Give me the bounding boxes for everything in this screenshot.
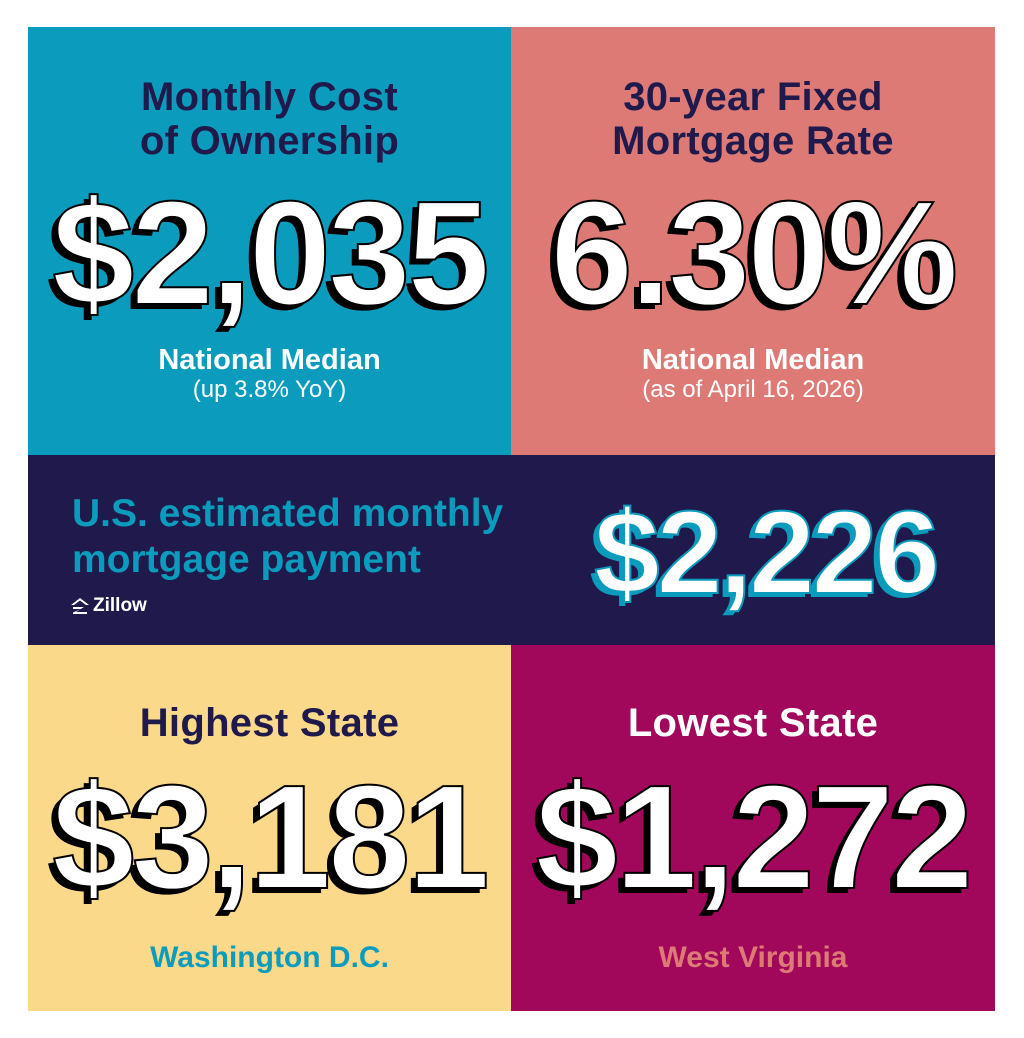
monthly-cost-heading-line2: of Ownership xyxy=(139,119,400,163)
mortgage-rate-heading: 30-year Fixed Mortgage Rate xyxy=(511,75,995,163)
lowest-state-name: West Virginia xyxy=(658,941,848,974)
highest-state-value: $3,181 xyxy=(51,755,491,920)
mortgage-rate-value: 6.30% xyxy=(550,171,960,336)
zillow-logo: Zillow xyxy=(70,595,147,617)
monthly-cost-label: National Median xyxy=(158,344,381,376)
mortgage-rate-note: (as of April 16, 2026) xyxy=(642,376,864,403)
monthly-payment-title: U.S. estimated monthly mortgage payment xyxy=(72,491,592,583)
monthly-payment-panel: U.S. estimated monthly mortgage payment … xyxy=(28,455,995,645)
monthly-cost-heading: Monthly Cost of Ownership xyxy=(28,75,511,163)
highest-state-name: Washington D.C. xyxy=(150,941,389,974)
mortgage-rate-label: National Median xyxy=(641,344,865,376)
zillow-logo-icon xyxy=(70,597,90,615)
monthly-payment-title-line1: U.S. estimated monthly xyxy=(72,492,504,535)
infographic: Monthly Cost of Ownership $2,035 Nationa… xyxy=(28,27,995,1011)
monthly-payment-title-line2: mortgage payment xyxy=(72,538,421,581)
highest-state-heading: Highest State xyxy=(139,701,400,745)
lowest-state-panel: Lowest State $1,272 West Virginia xyxy=(511,645,995,1011)
lowest-state-value: $1,272 xyxy=(535,755,975,920)
mortgage-rate-heading-line1: 30-year Fixed xyxy=(623,75,883,119)
mortgage-rate-panel: 30-year Fixed Mortgage Rate 6.30% Nation… xyxy=(511,27,995,455)
mortgage-rate-heading-line2: Mortgage Rate xyxy=(612,119,894,163)
monthly-payment-value: $2,226 xyxy=(593,487,941,619)
zillow-logo-text: Zillow xyxy=(93,595,147,616)
monthly-cost-value: $2,035 xyxy=(51,171,491,336)
lowest-state-heading: Lowest State xyxy=(627,701,879,745)
highest-state-panel: Highest State $3,181 Washington D.C. xyxy=(28,645,511,1011)
monthly-cost-panel: Monthly Cost of Ownership $2,035 Nationa… xyxy=(28,27,511,455)
monthly-cost-heading-line1: Monthly Cost xyxy=(141,75,398,119)
monthly-cost-note: (up 3.8% YoY) xyxy=(192,376,347,403)
